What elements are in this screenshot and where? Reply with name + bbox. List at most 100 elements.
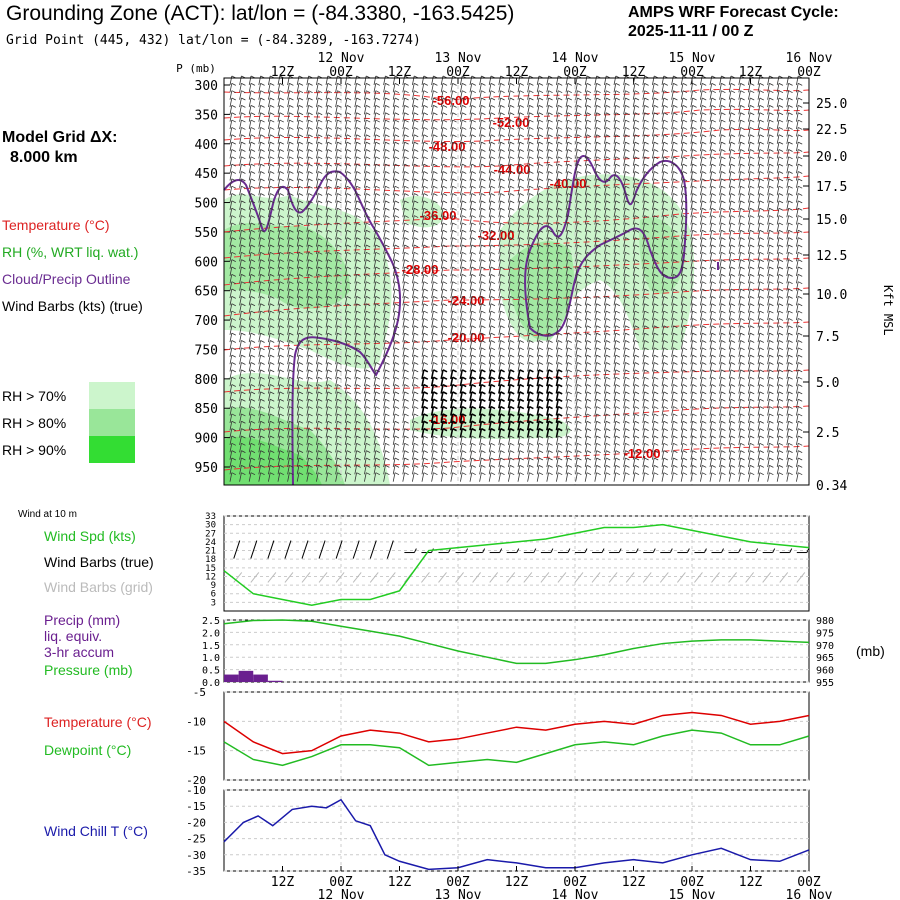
wind-barb bbox=[460, 273, 467, 284]
wind-barb bbox=[440, 82, 448, 93]
wind-barb bbox=[412, 178, 419, 188]
wind-barb bbox=[757, 156, 764, 166]
wind-barb bbox=[412, 273, 419, 284]
wind-barb bbox=[412, 200, 419, 210]
wind-barb bbox=[776, 90, 784, 100]
wind-barb-grid bbox=[472, 572, 482, 583]
wind-barb bbox=[661, 141, 668, 152]
wind-barb bbox=[690, 251, 697, 262]
wind-barb bbox=[671, 112, 678, 122]
wind-barb bbox=[757, 288, 764, 299]
wind-barb bbox=[776, 119, 784, 130]
wind-barb bbox=[786, 296, 793, 306]
wind-barb bbox=[440, 163, 448, 174]
wind-barb bbox=[796, 229, 803, 240]
wind-barb bbox=[565, 215, 572, 225]
wind-barb bbox=[584, 82, 592, 93]
wind-barb bbox=[344, 281, 352, 291]
wind-barb bbox=[604, 105, 611, 115]
wind-barb bbox=[488, 288, 496, 299]
wind-barb bbox=[460, 251, 467, 262]
wind-barb bbox=[335, 251, 342, 262]
wind-barb bbox=[632, 156, 640, 166]
wind-barb bbox=[335, 163, 342, 174]
wind-barb bbox=[546, 171, 553, 181]
wind-barb bbox=[373, 200, 380, 210]
wind-barb bbox=[469, 156, 476, 166]
wind-barb bbox=[383, 97, 390, 108]
wind-barb bbox=[709, 237, 716, 247]
rh90-label: RH > 90% bbox=[2, 442, 67, 458]
wind-barb bbox=[748, 119, 755, 130]
wind-barb bbox=[508, 200, 515, 210]
wind-barb bbox=[661, 229, 668, 240]
wind-barb bbox=[604, 244, 611, 255]
wind-barb bbox=[748, 97, 755, 108]
wind-barb bbox=[594, 97, 601, 108]
wind-barb bbox=[642, 237, 649, 247]
wind-barb bbox=[680, 259, 688, 269]
wind-barb bbox=[700, 134, 707, 144]
wind-barb bbox=[536, 97, 544, 108]
wind-barb-true bbox=[352, 540, 360, 559]
wind-barb bbox=[796, 207, 803, 218]
wind-barb bbox=[277, 112, 284, 122]
wind-barb bbox=[652, 273, 659, 284]
wind-barb bbox=[796, 281, 803, 291]
wind-barb bbox=[661, 178, 668, 188]
wind-barb bbox=[383, 244, 390, 255]
wind-barb bbox=[450, 237, 457, 247]
wind-barb bbox=[594, 134, 601, 144]
wind-barb bbox=[325, 318, 332, 328]
wind-barb bbox=[796, 156, 803, 166]
wind-barb bbox=[258, 237, 265, 247]
wind-barb bbox=[316, 97, 323, 108]
wind-barb bbox=[421, 119, 428, 130]
wind-barb bbox=[517, 105, 524, 115]
wind-barb bbox=[460, 215, 467, 225]
wind-barb bbox=[623, 127, 630, 137]
wind-barb bbox=[268, 185, 275, 196]
wind-barb bbox=[431, 156, 438, 166]
wind-barb bbox=[661, 163, 668, 174]
wind-barb bbox=[268, 127, 275, 137]
wind-barb bbox=[594, 222, 601, 233]
wind-barb bbox=[738, 82, 745, 93]
height-tick-label: 17.5 bbox=[816, 180, 847, 195]
wind-barb bbox=[594, 229, 601, 240]
wind-barb bbox=[642, 163, 649, 174]
wind-barb bbox=[632, 472, 640, 482]
wind-barb bbox=[661, 112, 668, 122]
wind-barb bbox=[354, 207, 361, 218]
wind-barb bbox=[450, 141, 457, 152]
wind-barb bbox=[383, 259, 390, 269]
temp-tick-label: -10 bbox=[186, 715, 206, 728]
wind-barb bbox=[296, 281, 304, 291]
wind-barb bbox=[709, 259, 716, 269]
wind-barb bbox=[508, 310, 515, 321]
wind-barb bbox=[431, 105, 438, 115]
wind-barb bbox=[748, 472, 755, 482]
temperature-contour-label: -12.00 bbox=[624, 446, 661, 461]
wind-barb bbox=[392, 90, 400, 100]
wind-barb bbox=[661, 310, 668, 321]
wind-barb bbox=[460, 237, 467, 247]
wind-barb bbox=[652, 163, 659, 174]
wind-barb bbox=[306, 281, 313, 291]
wind-barb bbox=[479, 127, 486, 137]
wind-barb bbox=[632, 149, 640, 159]
wind-barb bbox=[508, 207, 515, 218]
wind-barb bbox=[700, 97, 707, 108]
wind-barb bbox=[556, 178, 563, 188]
wind-barb bbox=[652, 105, 659, 115]
wind-barb bbox=[344, 112, 352, 122]
wind-barb bbox=[373, 105, 380, 115]
wind-barb bbox=[652, 229, 659, 240]
wind-barb bbox=[335, 171, 342, 181]
wind-barb bbox=[383, 185, 390, 196]
wind-barb bbox=[642, 259, 649, 269]
wind-barb bbox=[776, 105, 784, 115]
wind-barb bbox=[421, 156, 428, 166]
wind-barb bbox=[748, 222, 755, 233]
wind-barb bbox=[757, 215, 764, 225]
